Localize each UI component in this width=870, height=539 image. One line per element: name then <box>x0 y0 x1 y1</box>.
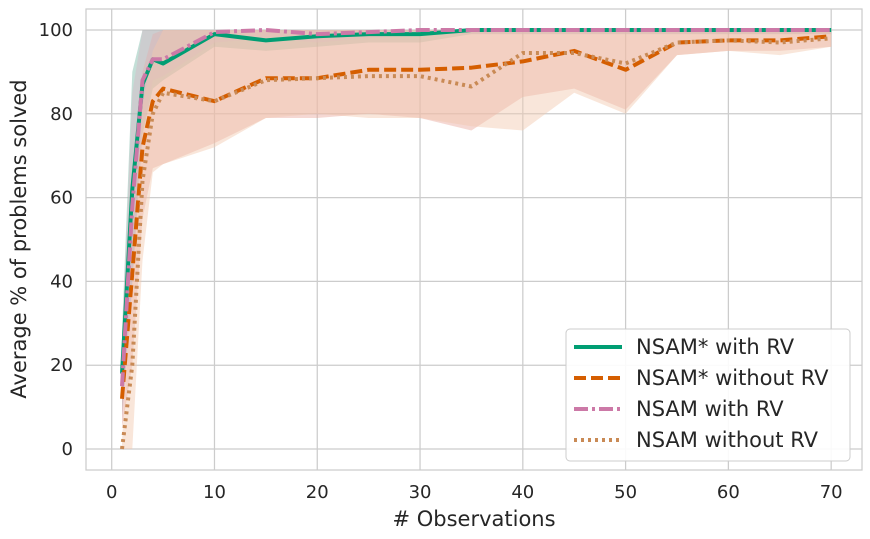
series-line <box>120 28 832 387</box>
x-tick-label: 30 <box>409 482 432 503</box>
confidence-bands <box>122 30 832 449</box>
x-tick-label: 70 <box>820 482 843 503</box>
y-axis-label: Average % of problems solved <box>7 79 31 398</box>
y-tick-label: 20 <box>50 355 73 376</box>
legend: NSAM* with RV NSAM* without RV NSAM with R… <box>565 328 851 462</box>
confidence-band <box>122 30 832 429</box>
x-tick-label: 20 <box>306 482 329 503</box>
confidence-band <box>122 30 832 449</box>
x-tick-label: 0 <box>106 482 117 503</box>
y-tick-label: 0 <box>62 439 73 460</box>
legend-label: NSAM* without RV <box>636 366 829 390</box>
legend-label: NSAM* with RV <box>636 335 795 359</box>
y-tick-label: 60 <box>50 188 73 209</box>
y-tick-label: 40 <box>50 271 73 292</box>
x-tick-label: 10 <box>203 482 226 503</box>
legend-label: NSAM without RV <box>636 428 819 452</box>
y-tick-labels: 0 20 40 60 80 100 <box>39 20 73 460</box>
x-tick-label: 60 <box>717 482 740 503</box>
legend-label: NSAM with RV <box>636 397 784 421</box>
y-tick-label: 80 <box>50 104 73 125</box>
y-tick-label: 100 <box>39 20 73 41</box>
x-axis-label: # Observations <box>392 507 555 531</box>
x-tick-label: 40 <box>511 482 534 503</box>
x-tick-label: 50 <box>614 482 637 503</box>
x-tick-labels: 0 10 20 30 40 50 60 70 <box>106 482 843 503</box>
legend-box <box>565 328 851 462</box>
series-line <box>120 36 832 450</box>
series-lines <box>120 28 832 450</box>
